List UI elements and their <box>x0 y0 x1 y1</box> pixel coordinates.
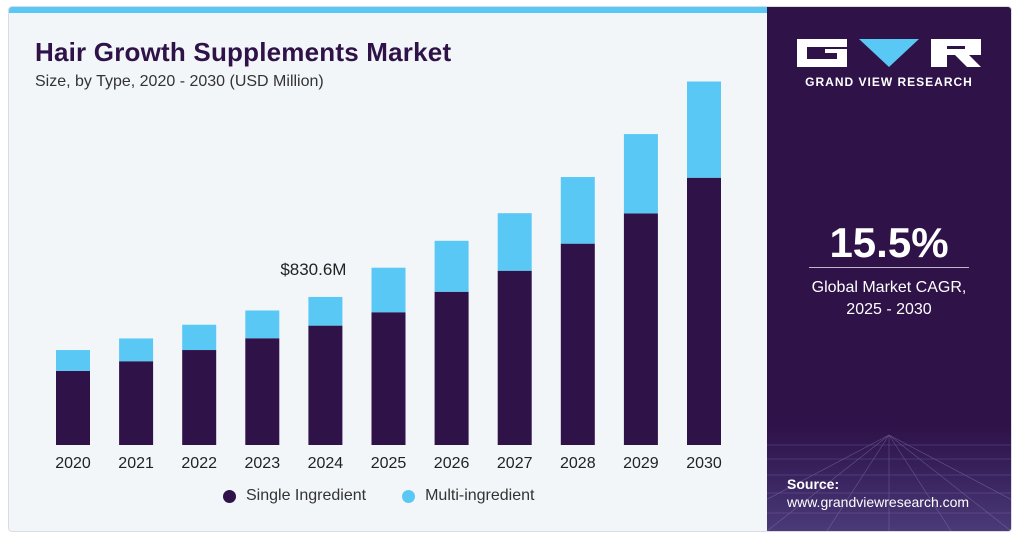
cagr-label-line1: Global Market CAGR, <box>811 279 967 296</box>
bar-single-2023 <box>245 338 280 445</box>
chart-subtitle: Size, by Type, 2020 - 2030 (USD Million) <box>35 73 324 90</box>
legend-item-multi: Multi-ingredient <box>402 487 534 505</box>
x-tick-label-2024: 2024 <box>308 455 344 472</box>
legend: Single Ingredient Multi-ingredient <box>223 487 570 505</box>
bar-single-2029 <box>623 213 658 445</box>
source: Source: www.grandviewresearch.com <box>787 475 969 511</box>
bar-multi-2030 <box>687 81 721 178</box>
bar-multi-2020 <box>56 350 90 371</box>
x-tick-label-2022: 2022 <box>181 455 217 472</box>
x-tick-label-2025: 2025 <box>371 455 407 472</box>
legend-swatch-multi <box>402 489 416 503</box>
bar-multi-2023 <box>245 310 280 339</box>
bar-multi-2021 <box>119 338 154 362</box>
bar-chart: 2020 2021 2022 2023 2024 $830.6M 2025 2026 2027 2… <box>55 81 722 472</box>
bar-single-2027 <box>497 270 532 445</box>
x-tick-label-2027: 2027 <box>497 455 533 472</box>
bar-single-2028 <box>560 243 595 445</box>
cagr-value: 15.5% <box>829 219 949 266</box>
legend-label-single: Single Ingredient <box>246 487 367 504</box>
legend-label-multi: Multi-ingredient <box>425 487 535 504</box>
decorative-grid <box>767 425 1011 531</box>
x-tick-label-2026: 2026 <box>434 455 470 472</box>
bar-multi-2024 <box>308 296 343 326</box>
bar-single-2021 <box>119 361 154 445</box>
bar-single-2022 <box>182 350 217 445</box>
cagr-label-line2: 2025 - 2030 <box>846 301 932 318</box>
x-tick-label-2020: 2020 <box>55 455 91 472</box>
x-tick-label-2021: 2021 <box>118 455 154 472</box>
source-url[interactable]: www.grandviewresearch.com <box>787 494 970 510</box>
grand-view-research-logo-icon <box>797 39 981 67</box>
bar-single-2026 <box>434 291 469 445</box>
chart-card: Hair Growth Supplements Market Size, by … <box>8 6 1012 532</box>
bar-multi-2025 <box>371 267 406 313</box>
bar-multi-2028 <box>560 177 595 244</box>
bar-multi-2027 <box>497 213 532 271</box>
cagr-divider <box>809 267 969 268</box>
bar-single-2025 <box>371 312 406 445</box>
bar-single-2024 <box>308 325 343 445</box>
x-tick-label-2030: 2030 <box>686 455 722 472</box>
x-tick-label-2023: 2023 <box>245 455 281 472</box>
source-label: Source: <box>787 476 840 492</box>
brand-name: GRAND VIEW RESEARCH <box>805 75 973 89</box>
bar-single-2030 <box>687 177 721 445</box>
data-label-2024: $830.6M <box>280 260 346 279</box>
x-tick-label-2029: 2029 <box>623 455 659 472</box>
side-panel: GRAND VIEW RESEARCH 15.5% Global Market … <box>767 7 1011 531</box>
x-tick-label-2028: 2028 <box>560 455 596 472</box>
legend-swatch-single <box>223 489 236 503</box>
accent-bar <box>9 7 767 13</box>
legend-item-single: Single Ingredient <box>223 487 366 505</box>
bar-multi-2029 <box>623 134 658 214</box>
chart-title: Hair Growth Supplements Market <box>35 37 452 67</box>
cagr-label: Global Market CAGR, 2025 - 2030 <box>767 277 1011 321</box>
bar-multi-2026 <box>434 240 469 292</box>
bar-multi-2022 <box>182 324 217 351</box>
bar-single-2020 <box>56 370 90 445</box>
